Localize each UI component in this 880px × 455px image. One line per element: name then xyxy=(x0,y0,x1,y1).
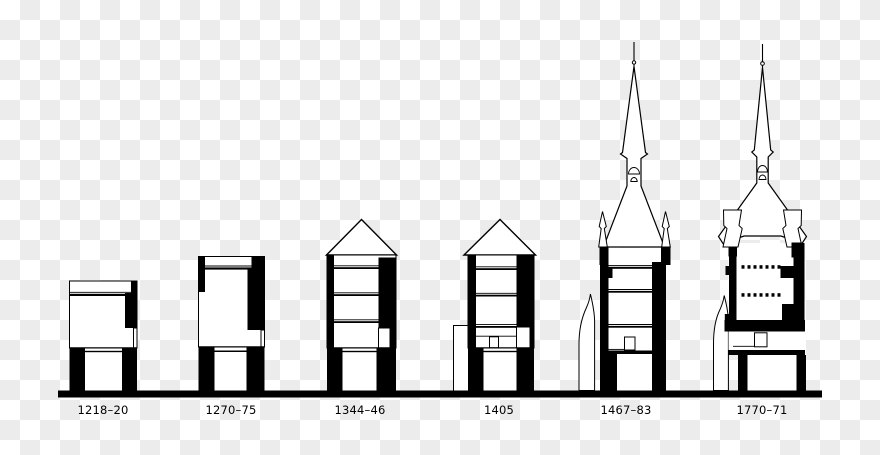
stage-label-1344-46: 1344–46 xyxy=(334,403,386,417)
tower-section-1344-46 xyxy=(324,218,399,391)
tower-section-1405 xyxy=(453,218,538,391)
stage-label-1467-83: 1467–83 xyxy=(600,403,652,417)
spire-outline xyxy=(602,66,666,248)
side-turret-outline xyxy=(578,293,596,391)
tower-section-1770-71 xyxy=(713,44,808,391)
dentil-row-lower xyxy=(741,293,781,297)
pinnacle-right xyxy=(661,211,671,248)
bell-large xyxy=(757,165,768,173)
tower-section-1270-75 xyxy=(198,256,265,391)
tower-section-1467-83 xyxy=(578,42,671,391)
dentil-row-upper xyxy=(741,265,781,269)
pinnacle-left xyxy=(598,211,608,248)
stage-label-1218-20: 1218–20 xyxy=(77,403,129,417)
spire-outline xyxy=(717,67,808,245)
bell-small xyxy=(630,177,638,182)
tower-section-1218-20 xyxy=(69,280,138,391)
stage-label-1270-75: 1270–75 xyxy=(205,403,257,417)
stage-label-1405: 1405 xyxy=(483,403,515,417)
stage-label-1770-71: 1770–71 xyxy=(736,403,788,417)
bell-small xyxy=(758,174,767,180)
ground-line xyxy=(58,390,822,398)
pinnacle-right xyxy=(782,209,803,248)
side-turret-outline xyxy=(713,295,729,391)
pinnacle-left xyxy=(722,209,743,248)
bell-large xyxy=(628,167,640,175)
